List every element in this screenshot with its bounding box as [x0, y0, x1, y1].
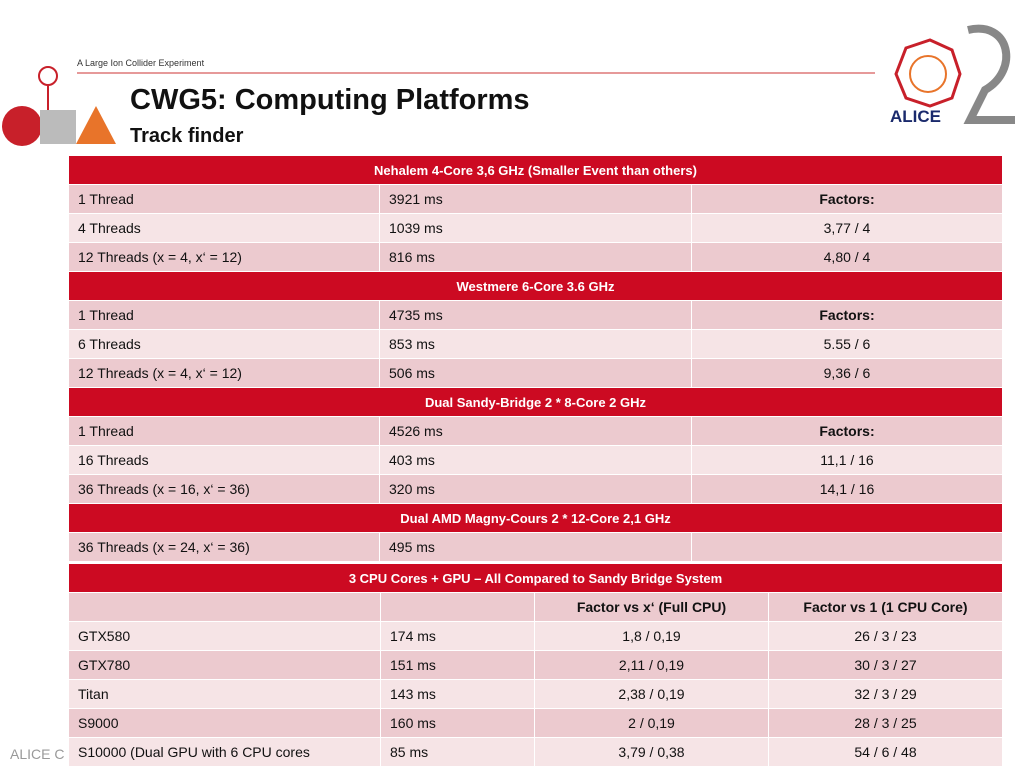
- table-cell: 3921 ms: [380, 185, 692, 214]
- table-cell: 853 ms: [380, 330, 692, 359]
- table-cell: 2,38 / 0,19: [535, 680, 769, 709]
- logo-cone: [76, 106, 116, 144]
- table-cell: 14,1 / 16: [692, 475, 1003, 504]
- table-cell: 28 / 3 / 25: [769, 709, 1003, 738]
- table-cell: 2,11 / 0,19: [535, 651, 769, 680]
- logo-cube: [40, 110, 76, 144]
- column-header: Factor vs 1 (1 CPU Core): [769, 593, 1003, 622]
- table-cell: 816 ms: [380, 243, 692, 272]
- table-cell: 2 / 0,19: [535, 709, 769, 738]
- table-cell: 3,79 / 0,38: [535, 738, 769, 767]
- table-cell: 54 / 6 / 48: [769, 738, 1003, 767]
- table-cell: 1 Thread: [69, 185, 380, 214]
- table-cell: 4526 ms: [380, 417, 692, 446]
- table-cell: 4,80 / 4: [692, 243, 1003, 272]
- section-header: Nehalem 4-Core 3,6 GHz (Smaller Event th…: [69, 156, 1003, 185]
- table-cell: 403 ms: [380, 446, 692, 475]
- empty-cell: [692, 533, 1003, 562]
- alice-octagon: [894, 38, 962, 108]
- table-cell: 32 / 3 / 29: [769, 680, 1003, 709]
- table-cell: S9000: [69, 709, 381, 738]
- table-cell: 1,8 / 0,19: [535, 622, 769, 651]
- table-cell: 1 Thread: [69, 417, 380, 446]
- table-cell: 26 / 3 / 23: [769, 622, 1003, 651]
- table-cell: 1039 ms: [380, 214, 692, 243]
- table-cell: 85 ms: [381, 738, 535, 767]
- table-cell: 5.55 / 6: [692, 330, 1003, 359]
- empty-cell: [381, 593, 535, 622]
- table-cell: Factors:: [692, 417, 1003, 446]
- table-cell: 320 ms: [380, 475, 692, 504]
- subtitle: Track finder: [130, 125, 244, 147]
- alice-star: [909, 55, 947, 93]
- column-header: Factor vs x‘ (Full CPU): [535, 593, 769, 622]
- table-cell: 12 Threads (x = 4, x‘ = 12): [69, 243, 380, 272]
- table-cell: 11,1 / 16: [692, 446, 1003, 475]
- table-cell: 36 Threads (x = 24, x‘ = 36): [69, 533, 380, 562]
- empty-cell: [69, 593, 381, 622]
- table-cell: 12 Threads (x = 4, x‘ = 12): [69, 359, 380, 388]
- table-cell: 151 ms: [381, 651, 535, 680]
- table-cell: 9,36 / 6: [692, 359, 1003, 388]
- logo-figure: [38, 66, 58, 86]
- table-cell: 506 ms: [380, 359, 692, 388]
- table-cell: S10000 (Dual GPU with 6 CPU cores: [69, 738, 381, 767]
- table-cell: GTX780: [69, 651, 381, 680]
- table-cell: 6 Threads: [69, 330, 380, 359]
- table-cell: 30 / 3 / 27: [769, 651, 1003, 680]
- table-cell: 4735 ms: [380, 301, 692, 330]
- org-name: A Large Ion Collider Experiment: [77, 58, 205, 68]
- table-cell: Titan: [69, 680, 381, 709]
- table-cell: 3,77 / 4: [692, 214, 1003, 243]
- table-cell: 4 Threads: [69, 214, 380, 243]
- logo-text: ALICE: [890, 107, 941, 126]
- table-cell: 1 Thread: [69, 301, 380, 330]
- section-header: Dual AMD Magny-Cours 2 * 12-Core 2,1 GHz: [69, 504, 1003, 533]
- header-graphics: ALICE A Large Ion Collider Experiment CW…: [2, 24, 1015, 147]
- table-cell: 174 ms: [381, 622, 535, 651]
- title: CWG5: Computing Platforms: [130, 84, 530, 116]
- section-header: 3 CPU Cores + GPU – All Compared to Sand…: [69, 564, 1003, 593]
- table-cell: GTX580: [69, 622, 381, 651]
- table-cell: 160 ms: [381, 709, 535, 738]
- table-cell: 143 ms: [381, 680, 535, 709]
- section-header: Dual Sandy-Bridge 2 * 8-Core 2 GHz: [69, 388, 1003, 417]
- alice-2: [963, 24, 1015, 124]
- table-cell: 16 Threads: [69, 446, 380, 475]
- footer-left: ALICE C: [10, 746, 65, 762]
- section-header: Westmere 6-Core 3.6 GHz: [69, 272, 1003, 301]
- table-cell: Factors:: [692, 301, 1003, 330]
- table-cell: 36 Threads (x = 16, x‘ = 36): [69, 475, 380, 504]
- table-cell: Factors:: [692, 185, 1003, 214]
- table-cell: 495 ms: [380, 533, 692, 562]
- logo-ball: [2, 106, 42, 146]
